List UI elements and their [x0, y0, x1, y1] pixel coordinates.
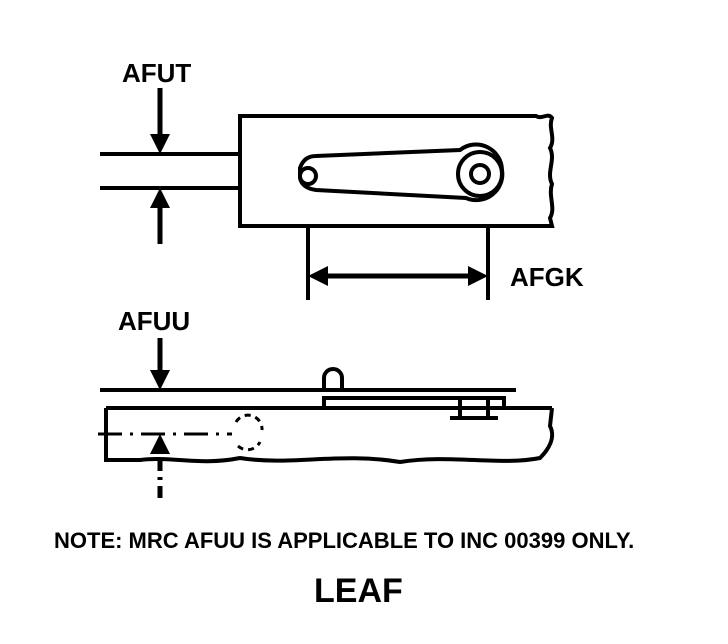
- title-text: LEAF: [314, 572, 403, 611]
- diagram-container: AFUT AFGK AFUU NOTE: MRC AFUU IS APPLICA…: [0, 0, 728, 644]
- note-text: NOTE: MRC AFUU IS APPLICABLE TO INC 0039…: [54, 528, 634, 554]
- label-afgk: AFGK: [510, 262, 584, 293]
- label-afuu: AFUU: [118, 306, 190, 337]
- label-afut: AFUT: [122, 58, 191, 89]
